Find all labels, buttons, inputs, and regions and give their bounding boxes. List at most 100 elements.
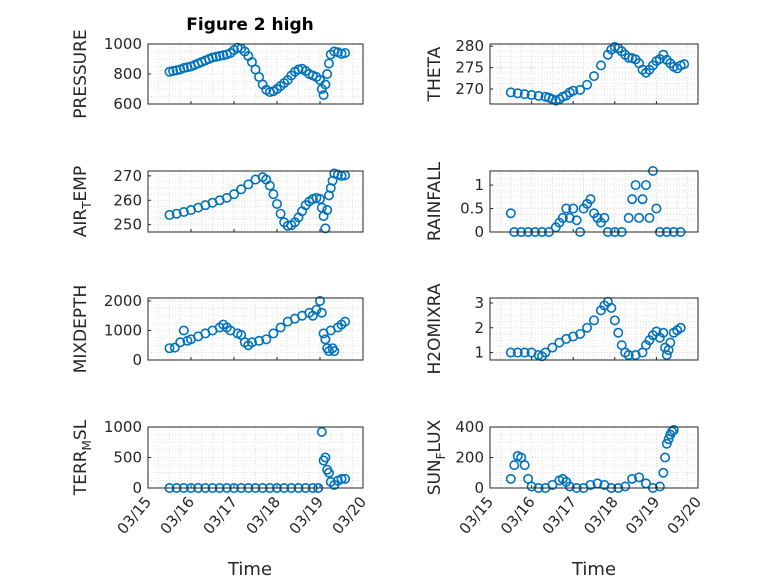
- data-point: [620, 481, 631, 492]
- y-axis-label: MIXDEPTH: [71, 285, 91, 374]
- data-point: [630, 180, 641, 191]
- data-point: [264, 180, 275, 191]
- data-point: [561, 203, 572, 214]
- data-point: [314, 295, 325, 306]
- x-tick-label: 03/17: [539, 493, 581, 538]
- data-point: [164, 343, 175, 354]
- y-tick-label: 0: [132, 351, 142, 369]
- data-point: [519, 347, 530, 358]
- data-point: [588, 315, 599, 326]
- y-tick-label: 2000: [104, 292, 142, 310]
- y-tick-label: 0: [132, 479, 142, 497]
- data-point: [658, 467, 669, 478]
- data-point: [547, 342, 558, 353]
- y-axis-label: AIRTEMP: [71, 166, 94, 237]
- subplot-sun-flux: 0 200 400 SUNFLUX 03/15 03/16 03/17 03/18 03/19 0…: [425, 418, 705, 538]
- data-point: [512, 88, 523, 99]
- data-point: [323, 467, 334, 478]
- data-point: [609, 315, 620, 326]
- y-tick-label: 280: [455, 37, 484, 55]
- y-tick-label: 500: [113, 449, 142, 467]
- data-point: [336, 170, 347, 181]
- y-tick-label: 2: [474, 319, 484, 337]
- data-point: [512, 347, 523, 358]
- data-point: [175, 337, 186, 348]
- data-point: [582, 322, 593, 333]
- y-tick-label: 0.5: [460, 200, 484, 218]
- data-point: [637, 194, 648, 205]
- data-point: [540, 347, 551, 358]
- data-point: [585, 194, 596, 205]
- data-point: [623, 52, 634, 63]
- data-point: [568, 85, 579, 96]
- data-point: [547, 479, 558, 490]
- subplot-terr-msl: 0 500 1000 TERRMSL 03/15 03/16 03/17 03/18 03/19…: [71, 418, 370, 538]
- y-tick-label: 270: [455, 80, 484, 98]
- x-axis-label-right: Time: [571, 559, 616, 580]
- data-point: [236, 184, 247, 195]
- data-point: [246, 337, 257, 348]
- y-tick-label: 270: [113, 167, 142, 185]
- data-point: [585, 479, 596, 490]
- y-axis-label: H2OMIXRA: [425, 283, 445, 374]
- y-axis-label: TERRMSL: [71, 419, 94, 496]
- data-point: [275, 322, 286, 333]
- axes-box: [489, 170, 699, 233]
- data-point: [599, 212, 610, 223]
- data-point: [679, 59, 690, 70]
- data-point: [571, 215, 582, 226]
- data-point: [519, 89, 530, 100]
- data-point: [505, 473, 516, 484]
- data-point: [178, 325, 189, 336]
- axes-box: [489, 43, 699, 105]
- data-point: [505, 87, 516, 98]
- x-tick-label: 03/19: [285, 493, 327, 538]
- data-point: [268, 189, 279, 200]
- data-point: [627, 473, 638, 484]
- data-point: [634, 472, 645, 483]
- subplot-mixdepth: 0 1000 2000 MIXDEPTH: [71, 285, 364, 374]
- y-tick-label: 0: [474, 223, 484, 241]
- x-tick-label: 03/18: [242, 493, 284, 538]
- y-tick-label: 400: [455, 418, 484, 436]
- data-point: [519, 460, 530, 471]
- data-point: [526, 90, 537, 101]
- x-tick-label: 03/20: [328, 493, 370, 538]
- figure-title: Figure 2 high: [186, 15, 314, 35]
- data-point: [568, 203, 579, 214]
- y-tick-label: 275: [455, 59, 484, 77]
- x-tick-label: 03/15: [113, 493, 155, 538]
- data-point: [654, 481, 665, 492]
- data-point: [564, 481, 575, 492]
- data-point: [627, 194, 638, 205]
- data-point: [320, 223, 331, 234]
- data-point: [178, 206, 189, 217]
- data-point: [171, 208, 182, 219]
- data-point: [575, 84, 586, 95]
- data-point: [322, 69, 333, 80]
- y-tick-label: 600: [113, 95, 142, 113]
- data-point: [533, 90, 544, 101]
- y-tick-label: 260: [113, 191, 142, 209]
- y-tick-label: 3: [474, 294, 484, 312]
- y-tick-label: 1000: [104, 418, 142, 436]
- y-tick-label: 250: [113, 216, 142, 234]
- data-point: [557, 212, 568, 223]
- data-point: [644, 212, 655, 223]
- data-point: [340, 47, 351, 58]
- data-point: [575, 328, 586, 339]
- x-tick-label: 03/17: [199, 493, 241, 538]
- subplot-rainfall: 0 0.5 1 RAINFALL: [425, 161, 699, 241]
- data-point: [320, 79, 331, 90]
- y-tick-label: 1: [474, 344, 484, 362]
- data-point: [623, 350, 634, 361]
- data-point: [229, 189, 240, 200]
- x-axis-label-left: Time: [227, 559, 272, 580]
- data-point: [505, 347, 516, 358]
- subplot-theta: 270 275 280 THETA: [425, 37, 699, 106]
- y-axis-label: RAINFALL: [425, 161, 445, 241]
- x-tick-label: 03/20: [663, 493, 705, 538]
- data-point: [505, 208, 516, 219]
- x-tick-label: 03/19: [622, 493, 664, 538]
